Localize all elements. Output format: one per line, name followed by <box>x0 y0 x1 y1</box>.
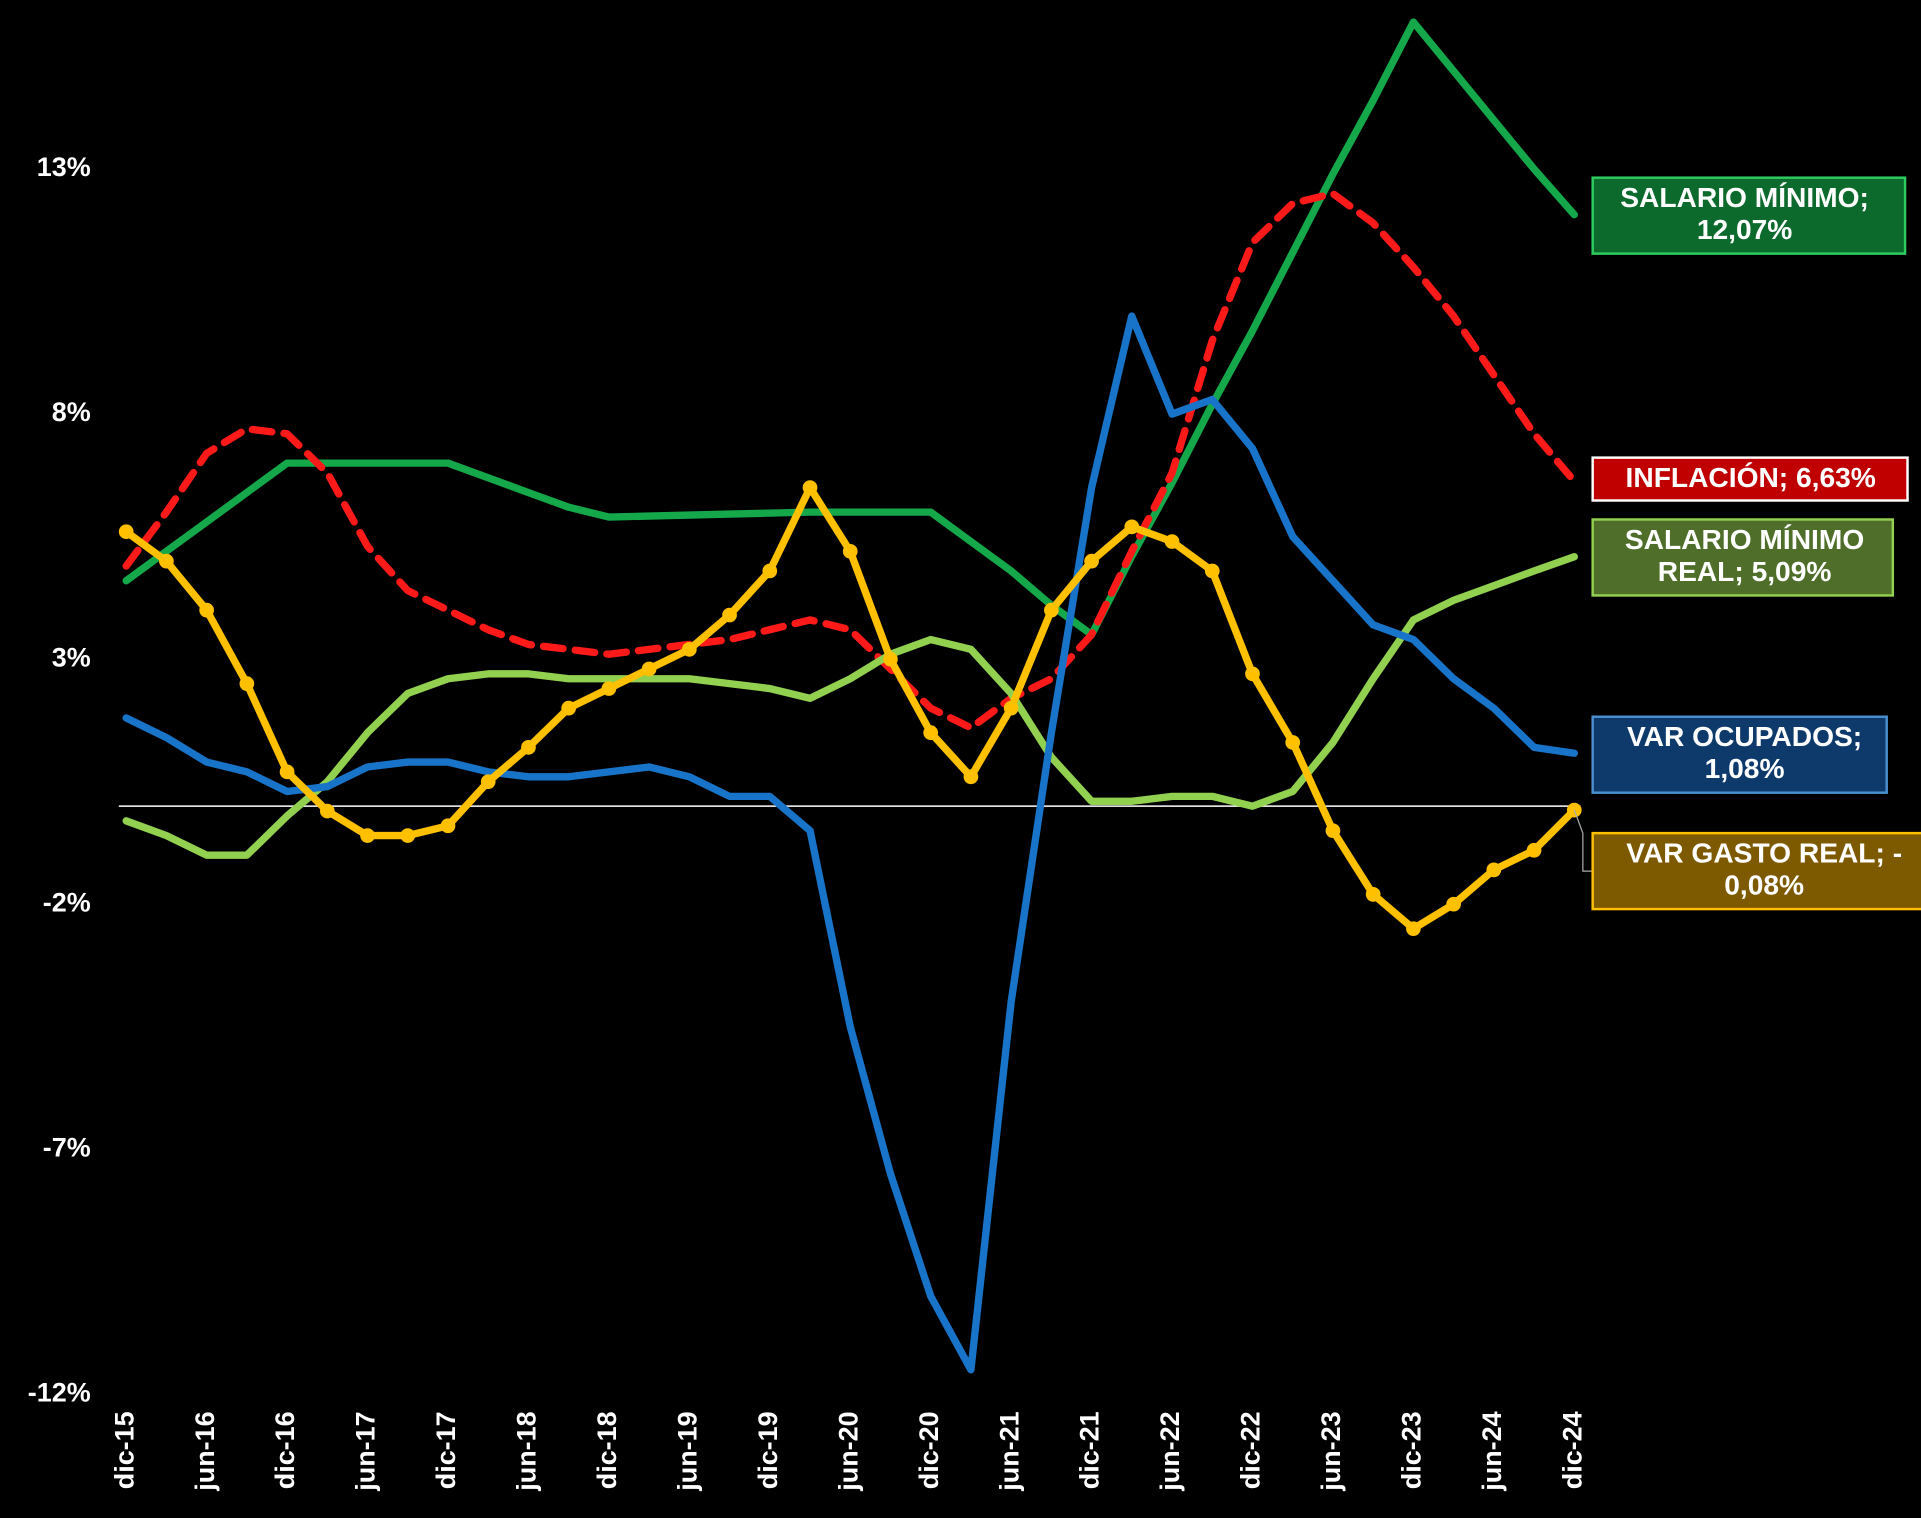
series-point <box>1044 602 1059 618</box>
end-label: 1,08% <box>1705 752 1785 784</box>
series-point <box>762 563 778 579</box>
x-tick-label: jun-24 <box>1477 1411 1507 1491</box>
series-point <box>1566 802 1582 818</box>
series-point <box>923 725 939 741</box>
y-tick-label: 13% <box>37 152 91 182</box>
x-tick-label: dic-20 <box>914 1411 944 1489</box>
x-tick-label: jun-19 <box>672 1411 702 1491</box>
series-point <box>199 602 214 618</box>
end-label: SALARIO MÍNIMO; <box>1620 181 1869 213</box>
x-tick-label: dic-17 <box>431 1411 461 1489</box>
end-label-box <box>1591 831 1921 911</box>
end-label: 0,08% <box>1724 868 1804 900</box>
series-point <box>561 700 577 716</box>
x-tick-label: dic-16 <box>270 1411 300 1489</box>
x-tick-label: jun-22 <box>1155 1411 1185 1491</box>
series-point <box>1486 862 1502 878</box>
end-label: SALARIO MÍNIMO <box>1625 523 1864 555</box>
series-point <box>239 676 255 692</box>
x-tick-label: dic-15 <box>109 1411 139 1489</box>
end-label: REAL; 5,09% <box>1658 555 1832 587</box>
series-point <box>883 651 898 667</box>
series-line <box>122 18 1578 639</box>
x-tick-label: dic-18 <box>592 1411 622 1489</box>
x-tick-label: dic-24 <box>1557 1411 1587 1489</box>
series-point <box>159 553 174 569</box>
series-point <box>963 769 979 785</box>
end-label-box <box>1591 518 1895 597</box>
x-tick-label: jun-18 <box>512 1411 542 1491</box>
x-tick-label: jun-23 <box>1316 1411 1346 1491</box>
x-tick-label: jun-16 <box>190 1411 220 1491</box>
series-point <box>842 543 858 559</box>
series-point <box>641 661 657 677</box>
x-tick-label: jun-21 <box>994 1411 1024 1491</box>
y-tick-label: 8% <box>52 397 91 427</box>
series-point <box>681 642 697 657</box>
y-tick-label: -7% <box>43 1132 91 1162</box>
series-point <box>1245 666 1260 682</box>
series-point <box>1124 519 1140 535</box>
end-label: VAR GASTO REAL; - <box>1626 837 1902 869</box>
series-point <box>1325 823 1341 839</box>
series-line <box>122 553 1578 859</box>
series-line <box>122 189 1578 732</box>
series-point <box>400 828 416 843</box>
label-leader <box>1573 809 1593 872</box>
x-tick-label: dic-19 <box>753 1411 783 1489</box>
end-label-box <box>1591 456 1909 502</box>
x-tick-label: dic-23 <box>1397 1411 1427 1489</box>
end-label: 12,07% <box>1697 213 1793 245</box>
y-tick-label: -12% <box>28 1377 91 1407</box>
end-label-box <box>1591 715 1888 794</box>
x-tick-label: jun-17 <box>351 1411 381 1491</box>
series-point <box>1365 887 1381 902</box>
series-point <box>279 764 295 780</box>
series-point <box>1526 842 1542 858</box>
series-point <box>319 803 335 819</box>
end-label: VAR OCUPADOS; <box>1627 720 1862 752</box>
series-point <box>118 524 134 540</box>
end-label-box <box>1591 176 1907 255</box>
x-tick-label: dic-22 <box>1236 1411 1266 1489</box>
x-tick-label: dic-21 <box>1075 1411 1105 1489</box>
y-tick-label: -2% <box>43 887 91 917</box>
series-point <box>521 740 536 755</box>
series-point <box>1446 896 1461 912</box>
series-point <box>360 828 375 843</box>
series-point <box>1164 534 1180 549</box>
series-point <box>480 774 496 790</box>
end-label: INFLACIÓN; 6,63% <box>1626 461 1876 493</box>
series-point <box>1285 735 1301 750</box>
series-point <box>802 480 818 495</box>
series-point <box>1406 921 1421 937</box>
series-point <box>722 607 737 623</box>
series-point <box>1084 553 1099 569</box>
series-point <box>601 681 617 696</box>
series-point <box>1003 700 1019 716</box>
series-point <box>440 818 456 834</box>
series-line <box>122 312 1578 1374</box>
series-point <box>1204 563 1220 579</box>
x-tick-label: jun-20 <box>833 1411 863 1491</box>
y-tick-label: 3% <box>52 642 91 672</box>
